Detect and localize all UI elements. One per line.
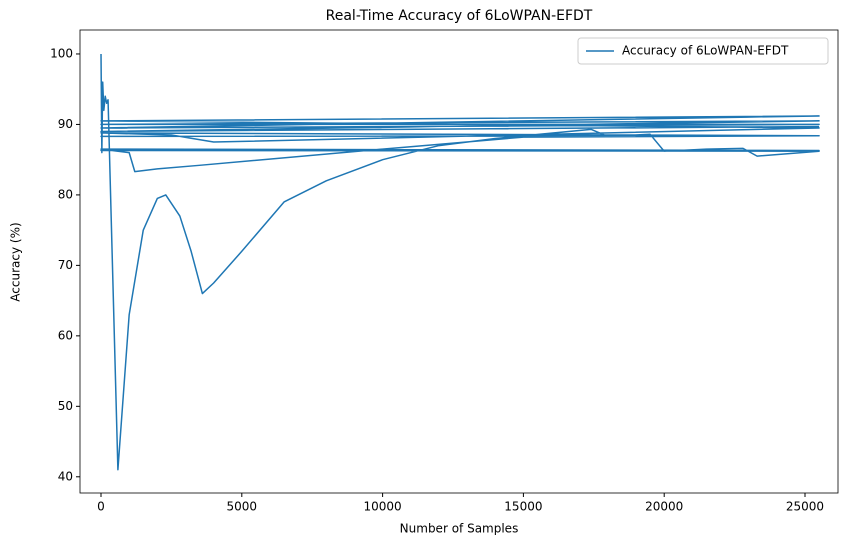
x-tick-label: 25000 (786, 500, 824, 514)
x-tick-label: 20000 (645, 500, 683, 514)
y-tick-label: 90 (58, 117, 73, 131)
y-tick-label: 70 (58, 258, 73, 272)
x-tick-label: 5000 (227, 500, 258, 514)
x-axis-label: Number of Samples (400, 522, 519, 536)
plot-frame (79, 29, 839, 494)
legend-box (577, 37, 829, 65)
y-tick-label: 60 (58, 328, 73, 342)
y-tick-label: 40 (58, 469, 73, 483)
y-tick-label: 100 (50, 46, 73, 60)
data-line (100, 53, 820, 471)
y-tick-label: 50 (58, 399, 73, 413)
x-tick-label: 0 (97, 500, 105, 514)
x-tick-label: 10000 (364, 500, 402, 514)
legend-label: Accuracy of 6LoWPAN-EFDT (622, 44, 789, 58)
y-tick-label: 80 (58, 187, 73, 201)
y-axis-label: Accuracy (%) (9, 222, 23, 301)
chart-title: Real-Time Accuracy of 6LoWPAN-EFDT (326, 8, 593, 24)
x-tick-label: 15000 (504, 500, 542, 514)
